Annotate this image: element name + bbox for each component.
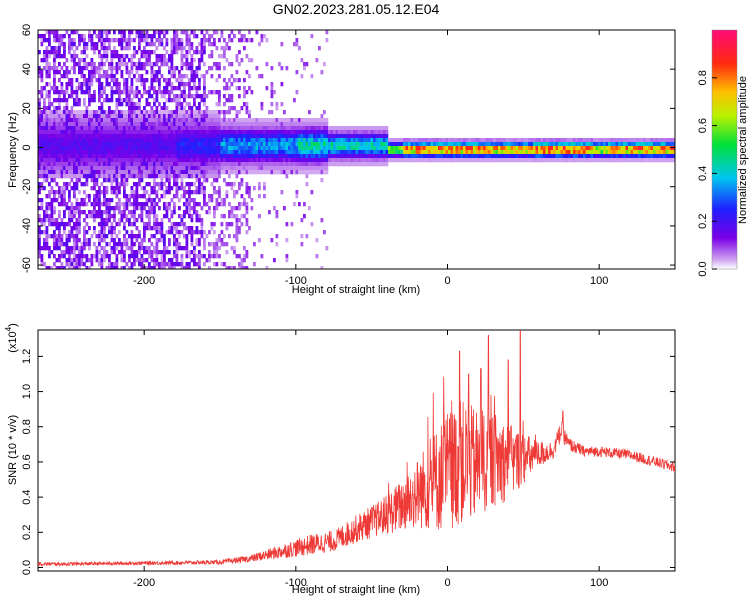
spectrogram-heatmap [38, 30, 675, 269]
spectrogram-x-axis-label: Height of straight line (km) [292, 284, 420, 296]
spectrogram-frame [37, 29, 676, 270]
y-tick-label: 1.2 [21, 349, 33, 364]
colorbar-tick-label: 0.8 [697, 70, 709, 85]
snr-x-ticks: -200 -100 0 100 [133, 330, 608, 589]
snr-x-axis-label: Height of straight line (km) [292, 584, 420, 596]
x-tick-label: -100 [285, 577, 307, 589]
colorbar-label: Normalized spectral amplitude [737, 76, 749, 224]
y-tick-label: 0 [21, 144, 33, 150]
y-tick-label: -20 [21, 179, 33, 195]
colorbar-tick-label: 0.6 [697, 118, 709, 133]
y-tick-label: 0.4 [21, 489, 33, 504]
x-tick-label: -200 [133, 275, 155, 287]
y-tick-label: -60 [21, 257, 33, 273]
spectrogram-y-axis-label: Frequency (Hz) [7, 112, 19, 188]
snr-y-scale-multiplier: (x104) [4, 323, 19, 353]
spectrogram-x-ticks: -200 -100 0 100 [133, 30, 608, 287]
colorbar-ticks: 0.0 0.2 0.4 0.6 0.8 [697, 70, 717, 277]
y-tick-label: 40 [21, 63, 33, 75]
snr-series-line [38, 330, 675, 568]
svg-text:(x104): (x104) [4, 323, 19, 353]
x-tick-label: -200 [133, 577, 155, 589]
snr-y-ticks: 0.0 0.2 0.4 0.6 0.8 1.0 1.2 [21, 349, 675, 575]
x-tick-label: 100 [590, 577, 608, 589]
y-tick-label: 0.2 [21, 525, 33, 540]
spectrogram-y-ticks: -60 -40 -20 0 20 40 60 [21, 24, 675, 273]
colorbar-tick-label: 0.0 [697, 261, 709, 276]
y-tick-label: 0.6 [21, 454, 33, 469]
snr-y-axis-label: SNR (10 * v/v) [7, 415, 19, 485]
x-tick-label: 100 [590, 275, 608, 287]
x-tick-label: 0 [444, 275, 450, 287]
y-tick-label: 20 [21, 102, 33, 114]
colorbar-tick-label: 0.4 [697, 166, 709, 181]
colorbar-tick-label: 0.2 [697, 214, 709, 229]
colorbar [711, 29, 738, 270]
chart-title: GN02.2023.281.05.12.E04 [273, 1, 440, 17]
y-tick-label: 60 [21, 24, 33, 36]
y-tick-label: 0.0 [21, 560, 33, 575]
x-tick-label: 0 [444, 577, 450, 589]
y-tick-label: 1.0 [21, 384, 33, 399]
y-tick-label: -40 [21, 218, 33, 234]
y-tick-label: 0.8 [21, 419, 33, 434]
x-tick-label: -100 [285, 275, 307, 287]
